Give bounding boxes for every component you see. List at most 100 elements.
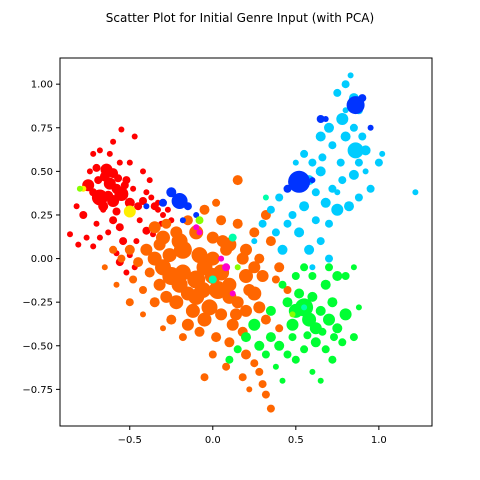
data-point: [112, 207, 121, 216]
data-point: [148, 194, 155, 201]
data-point: [332, 271, 343, 281]
data-point: [240, 304, 252, 317]
data-point: [123, 269, 130, 276]
data-point: [347, 142, 364, 159]
data-point: [251, 238, 258, 245]
data-point: [248, 318, 261, 331]
data-point: [100, 206, 107, 213]
data-point: [206, 231, 219, 244]
data-point: [347, 72, 354, 79]
data-point: [218, 255, 225, 262]
data-point: [246, 386, 253, 393]
data-point: [265, 305, 276, 316]
data-point: [194, 282, 211, 298]
data-point: [323, 313, 335, 326]
data-point: [143, 203, 150, 210]
data-point: [114, 174, 123, 183]
data-point: [354, 193, 363, 202]
data-point: [185, 303, 200, 318]
data-point: [241, 349, 251, 360]
data-point: [86, 168, 93, 175]
data-point: [340, 131, 351, 142]
data-point: [328, 184, 337, 193]
data-point: [291, 272, 300, 280]
data-point: [374, 158, 383, 167]
data-point: [412, 189, 419, 196]
data-point: [349, 333, 358, 342]
data-point: [328, 355, 337, 364]
data-point: [278, 280, 287, 289]
data-point: [321, 345, 330, 354]
data-point: [178, 333, 187, 342]
data-point: [289, 311, 296, 318]
data-point: [155, 206, 161, 213]
data-point: [195, 216, 204, 225]
data-point: [222, 263, 231, 272]
data-point: [327, 297, 338, 308]
data-point: [243, 284, 256, 296]
data-point: [316, 237, 325, 246]
data-point: [358, 132, 367, 141]
data-point: [239, 269, 253, 283]
data-point: [358, 94, 367, 103]
data-point: [143, 189, 150, 196]
data-point: [140, 243, 153, 256]
data-point: [182, 215, 193, 226]
data-point: [174, 264, 191, 281]
data-point: [282, 297, 293, 308]
data-point: [255, 367, 264, 376]
data-point: [379, 150, 386, 157]
data-point: [265, 332, 276, 343]
data-point: [330, 333, 338, 342]
data-point: [93, 220, 100, 227]
data-point: [320, 279, 331, 290]
data-point: [200, 373, 209, 382]
data-point: [169, 295, 184, 310]
data-point: [161, 218, 172, 229]
data-point: [140, 168, 146, 175]
plot-frame: [59, 57, 433, 427]
data-point: [106, 150, 113, 157]
data-point: [162, 248, 177, 263]
data-point: [139, 286, 147, 294]
data-point: [109, 245, 118, 254]
data-point: [317, 377, 324, 384]
data-point: [160, 290, 173, 303]
data-point: [160, 325, 166, 332]
data-point: [216, 215, 227, 226]
data-point: [303, 331, 312, 340]
data-point: [183, 202, 192, 211]
data-point: [75, 241, 82, 248]
data-point: [283, 350, 292, 359]
data-point: [294, 227, 305, 238]
data-point: [288, 333, 297, 342]
data-point: [208, 350, 217, 359]
data-point: [123, 205, 136, 218]
data-point: [90, 243, 97, 250]
data-point: [260, 314, 271, 325]
data-point: [333, 88, 342, 97]
data-point: [109, 216, 118, 225]
data-point: [90, 150, 97, 157]
data-point: [233, 345, 242, 354]
points-layer: [67, 72, 419, 413]
data-point: [341, 80, 350, 89]
data-point: [350, 264, 357, 271]
data-point: [73, 203, 80, 210]
data-point: [101, 264, 108, 271]
data-point: [315, 166, 326, 177]
data-point: [139, 197, 147, 205]
data-point: [79, 211, 88, 219]
data-point: [126, 159, 133, 166]
data-point: [230, 308, 242, 321]
data-point: [133, 257, 144, 268]
data-point: [125, 298, 134, 307]
data-point: [232, 175, 243, 186]
data-point: [134, 202, 143, 211]
data-point: [320, 197, 331, 208]
data-point: [302, 312, 317, 327]
data-point: [164, 206, 171, 213]
data-point: [336, 113, 349, 125]
data-point: [205, 251, 220, 266]
